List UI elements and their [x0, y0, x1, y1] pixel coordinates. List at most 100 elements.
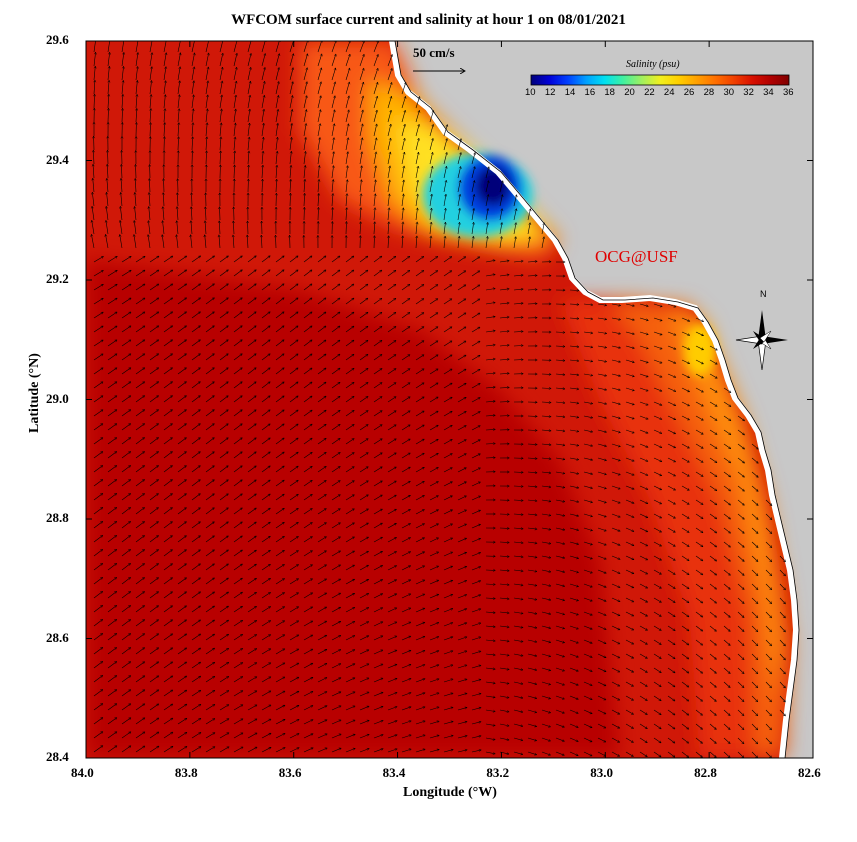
- current-arrow-head: [687, 389, 691, 393]
- current-arrow: [135, 717, 146, 725]
- current-arrow: [611, 513, 621, 518]
- current-arrow-head: [170, 409, 173, 412]
- current-arrow-head: [128, 493, 132, 496]
- current-arrow-head: [184, 577, 188, 581]
- current-arrow: [583, 737, 593, 743]
- current-arrow-head: [492, 413, 496, 417]
- current-arrow: [121, 164, 123, 179]
- current-arrow: [611, 415, 621, 419]
- current-arrow-head: [394, 691, 398, 695]
- current-arrow: [191, 479, 201, 487]
- current-arrow: [583, 681, 593, 686]
- current-arrow: [429, 509, 439, 515]
- current-arrow: [695, 625, 703, 632]
- current-arrow: [177, 108, 180, 123]
- current-arrow-head: [659, 557, 663, 561]
- current-arrow: [471, 566, 481, 571]
- current-arrow: [765, 737, 772, 745]
- current-arrow-head: [408, 663, 412, 667]
- current-arrow-head: [338, 578, 342, 582]
- current-arrow-head: [170, 619, 174, 623]
- current-arrow: [499, 344, 510, 347]
- current-arrow: [471, 594, 481, 599]
- current-arrow-head: [156, 675, 160, 679]
- current-arrow: [429, 207, 432, 221]
- current-arrow-head: [212, 704, 216, 707]
- current-arrow: [723, 723, 731, 730]
- current-arrow-head: [603, 557, 607, 560]
- current-arrow-head: [161, 233, 164, 237]
- current-arrow-head: [183, 465, 187, 469]
- current-arrow-head: [673, 375, 677, 378]
- current-arrow-head: [175, 205, 179, 209]
- current-arrow-head: [520, 344, 524, 348]
- current-arrow-head: [170, 353, 174, 357]
- current-arrow-head: [379, 297, 383, 301]
- current-arrow-head: [351, 438, 355, 441]
- current-arrow: [247, 521, 257, 529]
- current-arrow: [303, 564, 313, 571]
- current-arrow-head: [142, 507, 146, 510]
- current-arrow: [709, 401, 718, 407]
- current-arrow-head: [500, 193, 504, 197]
- current-arrow-head: [225, 451, 229, 455]
- current-arrow-head: [590, 387, 594, 391]
- current-arrow: [751, 569, 759, 576]
- current-arrow: [163, 647, 173, 655]
- current-arrow-head: [431, 123, 435, 127]
- y-tick-label: 29.6: [46, 32, 69, 47]
- current-arrow-head: [323, 423, 327, 427]
- current-arrow-head: [506, 611, 510, 615]
- current-arrow: [219, 619, 229, 627]
- current-arrow: [555, 709, 565, 714]
- current-arrow: [317, 151, 320, 165]
- current-arrow: [121, 675, 131, 683]
- current-arrow: [359, 536, 369, 543]
- current-arrow-head: [672, 586, 676, 589]
- current-arrow-head: [486, 221, 489, 225]
- current-arrow-head: [164, 52, 168, 56]
- current-arrow-head: [338, 550, 342, 554]
- current-arrow-head: [618, 346, 622, 349]
- current-arrow: [443, 636, 454, 641]
- current-arrow-head: [365, 269, 369, 273]
- current-arrow: [163, 675, 173, 683]
- current-arrow-head: [464, 523, 468, 527]
- current-arrow: [737, 429, 745, 436]
- current-arrow: [373, 368, 383, 375]
- current-arrow: [709, 471, 718, 477]
- current-arrow: [611, 373, 621, 377]
- current-arrow: [107, 150, 109, 165]
- current-arrow: [373, 466, 383, 473]
- current-arrow: [415, 706, 426, 711]
- current-arrow: [177, 66, 181, 81]
- current-arrow: [289, 165, 292, 179]
- current-arrow-head: [239, 255, 243, 259]
- current-arrow: [723, 457, 731, 464]
- current-arrow: [695, 499, 704, 505]
- current-arrow: [429, 481, 439, 487]
- current-arrow: [653, 541, 662, 547]
- current-arrow: [177, 41, 181, 53]
- current-arrow-head: [323, 522, 327, 525]
- current-arrow-head: [755, 699, 759, 703]
- current-arrow: [219, 395, 229, 403]
- current-arrow-head: [449, 284, 453, 288]
- current-arrow: [737, 555, 745, 562]
- current-arrow-head: [741, 615, 745, 618]
- current-arrow: [289, 690, 300, 697]
- current-arrow-head: [464, 636, 468, 639]
- current-arrow-head: [337, 381, 341, 385]
- current-arrow-head: [114, 451, 118, 454]
- current-arrow-head: [375, 95, 379, 99]
- current-arrow-head: [107, 93, 111, 97]
- current-arrow: [625, 303, 635, 307]
- current-arrow: [135, 381, 145, 389]
- current-arrow: [541, 471, 552, 474]
- current-arrow-head: [351, 353, 355, 357]
- current-arrow: [639, 527, 649, 533]
- current-arrow-head: [562, 387, 566, 391]
- current-arrow-head: [156, 521, 159, 524]
- current-arrow-head: [380, 508, 383, 512]
- current-arrow-head: [142, 395, 146, 398]
